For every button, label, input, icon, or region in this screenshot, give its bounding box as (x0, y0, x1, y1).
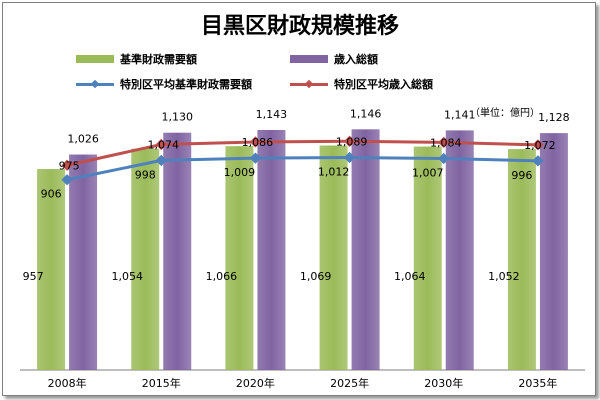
legend-swatch-red-line (290, 78, 328, 90)
legend-label: 歳入総額 (334, 53, 378, 66)
line-point (438, 136, 450, 149)
data-label: 1,141 (444, 108, 476, 121)
bar-revenue (257, 129, 286, 370)
data-label: 1,054 (112, 270, 144, 283)
x-tick-label: 2025年 (330, 376, 369, 390)
bar-revenue (163, 132, 192, 370)
legend-swatch-blue-line (76, 78, 114, 90)
legend-label: 特別区平均歳入総額 (334, 78, 433, 91)
bar-standard-need (131, 148, 160, 370)
data-label: 1,074 (148, 138, 180, 151)
data-label: 1,146 (350, 107, 382, 120)
bar-revenue (69, 154, 98, 370)
line-point (438, 152, 450, 165)
data-label: 1,072 (524, 139, 556, 152)
data-label: 1,143 (256, 108, 288, 121)
line-point (155, 154, 167, 167)
data-label: 1,069 (300, 270, 332, 283)
line-point (532, 139, 544, 151)
data-label: 957 (23, 270, 44, 283)
x-tick-label: 2035年 (518, 376, 557, 390)
x-tick-label: 2008年 (48, 376, 87, 390)
line-point (249, 136, 262, 148)
legend-item-standard-need: 基準財政需要額 (76, 51, 197, 67)
data-label: 975 (59, 159, 80, 172)
bar-revenue (445, 130, 474, 370)
data-label: 1,066 (206, 270, 238, 283)
data-label: 1,089 (336, 135, 368, 148)
line-point (249, 152, 262, 164)
x-tick-label: 2020年 (236, 376, 275, 390)
legend-swatch-green (76, 55, 114, 63)
line-point (155, 138, 167, 151)
unit-label: （単位：億円） (470, 108, 540, 119)
data-label: 1,012 (318, 165, 350, 178)
legend-item-revenue: 歳入総額 (290, 51, 378, 67)
bar-standard-need (507, 149, 536, 370)
x-tick-label: 2030年 (424, 376, 463, 390)
data-label: 1,064 (394, 270, 426, 283)
line-point (532, 155, 544, 167)
series-line-avg-standard-need (66, 155, 538, 182)
legend-item-avg-standard-need: 特別区平均基準財政需要額 (76, 76, 252, 92)
data-label: 1,052 (488, 270, 520, 283)
chart-title: 目黒区財政規模推移 (200, 14, 399, 39)
data-label: 1,086 (242, 136, 274, 149)
bar-revenue (539, 133, 568, 370)
data-label: 1,007 (412, 167, 444, 180)
line-point (61, 174, 73, 186)
line-point (343, 135, 356, 147)
data-label: 1,130 (162, 111, 194, 124)
legend-label: 基準財政需要額 (120, 53, 197, 66)
series-line-avg-revenue (66, 139, 538, 167)
x-tick-label: 2015年 (142, 376, 181, 390)
data-label: 906 (41, 188, 62, 201)
legend-swatch-purple (290, 55, 328, 63)
data-label: 1,128 (538, 111, 570, 124)
bar-standard-need (225, 146, 254, 370)
data-label: 1,084 (430, 136, 462, 149)
data-label: 1,009 (224, 166, 256, 179)
bar-standard-need (413, 146, 442, 370)
legend-label: 特別区平均基準財政需要額 (120, 78, 252, 91)
line-point (343, 151, 356, 164)
data-label: 996 (511, 169, 532, 182)
data-label: 998 (135, 168, 156, 181)
data-label: 1,026 (67, 133, 99, 146)
chart-frame (2, 2, 596, 396)
bar-standard-need (319, 145, 348, 370)
bar-standard-need (37, 169, 66, 370)
legend-item-avg-revenue: 特別区平均歳入総額 (290, 76, 433, 92)
bar-revenue (351, 129, 380, 370)
